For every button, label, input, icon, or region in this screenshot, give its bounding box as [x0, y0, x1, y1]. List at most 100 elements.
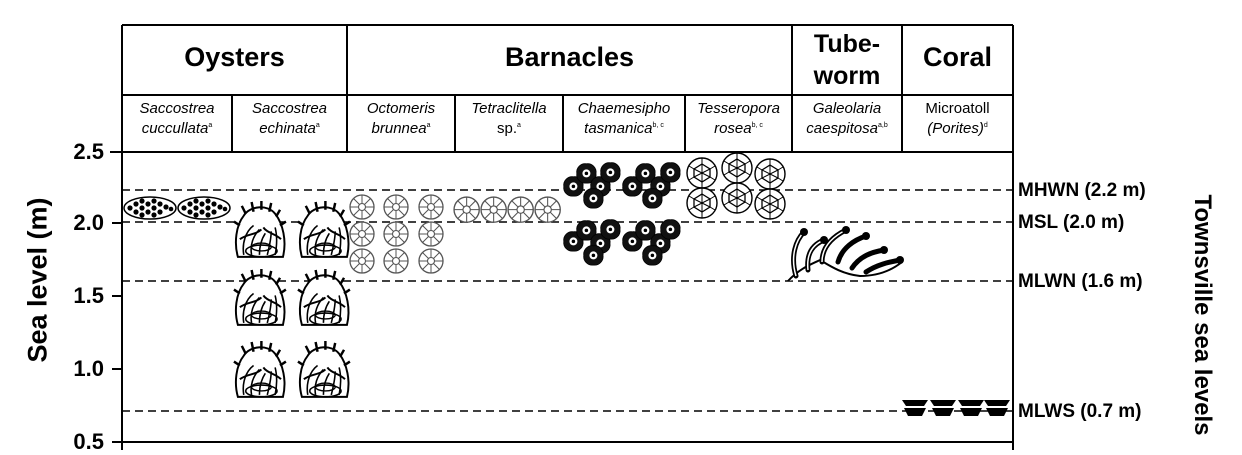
barnacle-icon	[453, 196, 480, 223]
species-name-line1: Chaemesipho	[577, 100, 671, 117]
species-name-line1: Saccostrea	[139, 100, 215, 117]
barnacle-icon	[754, 158, 786, 190]
species-name-text: brunnea	[371, 120, 427, 137]
group-label-oysters: Oysters	[184, 42, 285, 72]
barnacle-icon	[686, 187, 718, 219]
microatoll-icon	[957, 399, 985, 417]
oyster-shell-icon	[296, 199, 352, 259]
dark-barnacle-icon	[660, 162, 681, 183]
dark-barnacle-icon	[583, 245, 604, 266]
species-label: Saccostrea cuccullataa	[118, 100, 236, 137]
dark-barnacle-icon	[583, 188, 604, 209]
group-label-barnacles: Barnacles	[504, 42, 635, 72]
barnacle-icon	[349, 221, 375, 247]
footnote-marker: a	[315, 122, 320, 129]
level-label-msl: MSL (2.0 m)	[1018, 212, 1125, 233]
species-name-line2: caespitosaa,b	[788, 117, 906, 137]
species-name-line2: sp.a	[451, 117, 567, 137]
barnacle-icon	[383, 248, 409, 274]
dark-barnacle-icon	[600, 219, 621, 240]
group-label-coral: Coral	[922, 42, 993, 72]
tubeworm-icon	[787, 226, 904, 282]
species-name-text: cuccullata	[141, 120, 209, 137]
header-grid	[110, 24, 1014, 450]
y-tick-label: 2.5	[73, 139, 104, 164]
y-axis	[112, 151, 1013, 450]
barnacle-icon	[383, 194, 409, 220]
species-marks	[123, 152, 1011, 417]
footnote-marker: d	[983, 122, 988, 129]
species-name-line1: Microatoll	[925, 100, 990, 117]
barnacle-icon	[754, 188, 786, 220]
oyster-shell-icon	[232, 267, 288, 327]
barnacle-icon	[418, 248, 444, 274]
dark-barnacle-icon	[600, 162, 621, 183]
barnacle-icon	[686, 157, 718, 189]
footnote-marker: b, c	[652, 122, 664, 129]
y-tick-label: 0.5	[73, 429, 104, 454]
species-label: Tesseropora roseab, c	[681, 100, 796, 137]
level-label-mhwn: MHWN (2.2 m)	[1018, 180, 1146, 201]
group-label-tubeworm-1: Tube-	[813, 30, 881, 58]
species-name-text: tasmanica	[584, 120, 653, 137]
footnote-marker: b, c	[751, 122, 763, 129]
level-label-mlws: MLWS (0.7 m)	[1018, 401, 1142, 422]
y-tick-label: 1.0	[73, 356, 104, 381]
species-label: Chaemesipho tasmanicab, c	[559, 100, 689, 137]
species-name-line2: tasmanicab, c	[559, 117, 689, 137]
species-name-line1: Galeolaria	[812, 100, 882, 117]
species-name-line1: Octomeris	[366, 100, 436, 117]
barnacle-icon	[349, 248, 375, 274]
oyster-cluster-icon	[123, 196, 177, 220]
barnacle-icon	[418, 194, 444, 220]
oyster-cluster-icon	[177, 196, 231, 220]
species-name-line1: Tesseropora	[697, 100, 780, 117]
microatoll-icon	[929, 399, 957, 417]
species-name-text: echinata	[259, 120, 316, 137]
dark-barnacle-icon	[660, 219, 681, 240]
footnote-marker: a	[517, 122, 521, 129]
y-tick-label: 2.0	[73, 210, 104, 235]
species-name-text: sp.	[497, 120, 518, 137]
y-tick-label: 1.5	[73, 283, 104, 308]
species-name-line2: roseab, c	[681, 117, 796, 137]
species-name-text: (Porites)	[927, 120, 984, 137]
barnacle-icon	[383, 221, 409, 247]
footnote-marker: a	[426, 122, 431, 129]
oyster-shell-icon	[296, 267, 352, 327]
oyster-shell-icon	[296, 339, 352, 399]
barnacle-icon	[534, 196, 561, 223]
species-label: Octomeris brunneaa	[343, 100, 459, 137]
species-name-line1: Saccostrea	[251, 100, 328, 117]
species-name-line2: cuccullataa	[118, 117, 236, 137]
oyster-shell-icon	[232, 339, 288, 399]
y-axis-title: Sea level (m)	[22, 197, 53, 363]
footnote-marker: a	[208, 122, 213, 129]
barnacle-icon	[418, 221, 444, 247]
species-label: Microatoll (Porites)d	[898, 100, 1017, 137]
barnacle-icon	[480, 196, 507, 223]
oyster-shell-icon	[232, 199, 288, 259]
species-name-text: caespitosa	[806, 120, 878, 137]
species-name-line2: echinataa	[228, 117, 351, 137]
barnacle-icon	[349, 194, 375, 220]
level-label-mlwn: MLWN (1.6 m)	[1018, 271, 1143, 292]
barnacle-icon	[507, 196, 534, 223]
species-label: Saccostrea echinataa	[228, 100, 351, 137]
species-name-line2: (Porites)d	[898, 117, 1017, 137]
species-name-line1: Tetraclitella	[471, 100, 547, 117]
barnacle-icon	[721, 152, 753, 184]
footnote-marker: a,b	[877, 122, 888, 129]
barnacle-icon	[721, 182, 753, 214]
microatoll-icon	[983, 399, 1011, 417]
species-name-line2: brunneaa	[343, 117, 459, 137]
microatoll-icon	[901, 399, 929, 417]
species-label: Tetraclitella sp.a	[451, 100, 567, 137]
group-label-tubeworm-2: worm	[813, 62, 881, 90]
dark-barnacle-icon	[642, 188, 663, 209]
species-label: Galeolaria caespitosaa,b	[788, 100, 906, 137]
townsville-title: Townsville sea levels	[1189, 194, 1216, 436]
species-name-text: rosea	[714, 120, 752, 137]
